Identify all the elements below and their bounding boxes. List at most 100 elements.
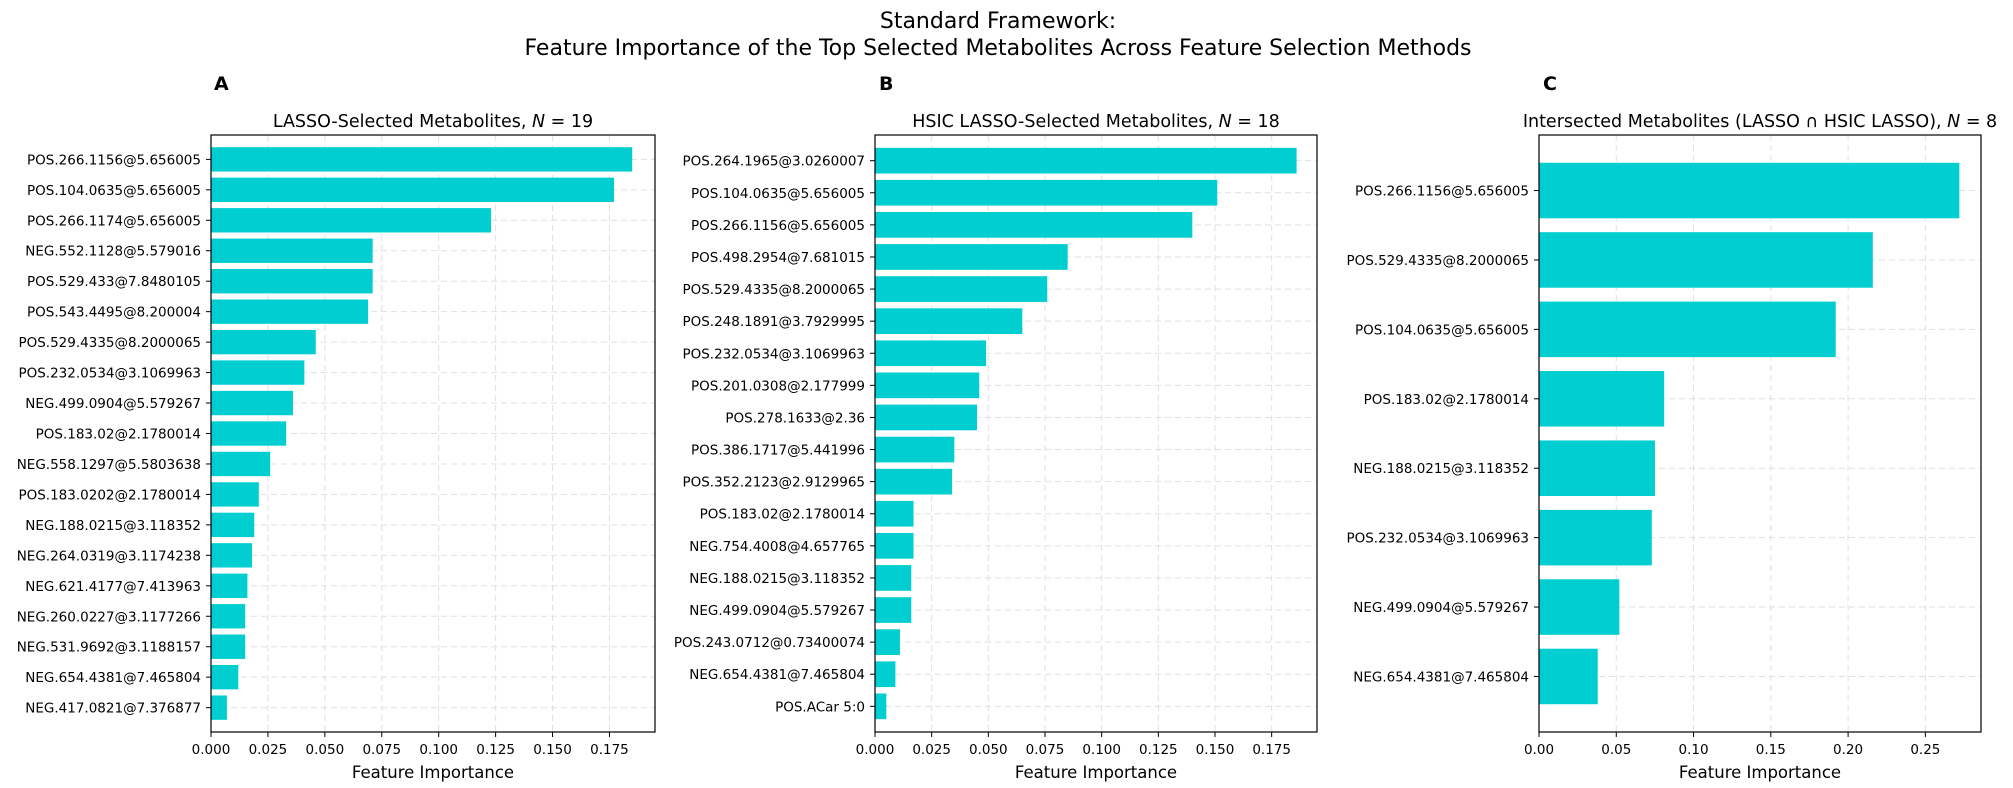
panel-a-ytick-label-16: NEG.531.9692@3.1188157 bbox=[17, 640, 201, 656]
panel-a-bar-13 bbox=[211, 543, 252, 568]
panel-a-ytick-label-3: NEG.552.1128@5.579016 bbox=[25, 244, 201, 260]
panel-a-bar-6 bbox=[211, 329, 316, 355]
panel-b-ytick-label-5: POS.248.1891@3.7929995 bbox=[682, 314, 865, 330]
panel-a-ytick-label-12: NEG.188.0215@3.118352 bbox=[25, 518, 201, 534]
panel-b-title-prefix: HSIC LASSO-Selected Metabolites, bbox=[912, 112, 1218, 132]
panel-a-ytick-label-4: POS.529.433@7.8480105 bbox=[27, 274, 201, 290]
panel-c-xtick-label-2: 0.10 bbox=[1679, 742, 1709, 758]
panel-a-xlabel: Feature Importance bbox=[352, 763, 514, 782]
panel-b-bar-0 bbox=[875, 147, 1297, 174]
panel-b-title-suffix: = 18 bbox=[1232, 112, 1280, 132]
panel-a-letter: A bbox=[214, 73, 229, 95]
panel-a-bar-4 bbox=[211, 269, 373, 294]
figure-title-line2: Feature Importance of the Top Selected M… bbox=[524, 36, 1471, 61]
panel-b-xtick-label-4: 0.100 bbox=[1082, 742, 1121, 758]
panel-b-bar-3 bbox=[875, 244, 1068, 270]
panel-b-letter: B bbox=[879, 73, 893, 95]
panel-a-xtick-label-1: 0.025 bbox=[249, 742, 288, 758]
panel-b-ytick-label-17: POS.ACar 5:0 bbox=[775, 699, 865, 715]
panel-b-ytick-label-4: POS.529.4335@8.2000065 bbox=[682, 282, 865, 298]
panel-b-bar-10 bbox=[875, 468, 953, 495]
panel-c-ytick-label-3: POS.183.02@2.1780014 bbox=[1364, 392, 1529, 408]
panel-c-axes-frame bbox=[1538, 134, 1982, 733]
panel-c-bar-0 bbox=[1539, 162, 1960, 219]
panel-b-xtick-label-6: 0.150 bbox=[1196, 742, 1235, 758]
panel-a-ytick-label-11: POS.183.0202@2.1780014 bbox=[18, 487, 201, 503]
panel-b-ytick-label-2: POS.266.1156@5.656005 bbox=[691, 218, 865, 234]
panel-b-ytick-label-10: POS.352.2123@2.9129965 bbox=[682, 475, 865, 491]
panel-a-ytick-label-13: NEG.264.0319@3.1174238 bbox=[17, 548, 201, 564]
panel-b-ytick-label-1: POS.104.0635@5.656005 bbox=[691, 186, 865, 202]
panel-c-xtick-label-3: 0.15 bbox=[1756, 742, 1786, 758]
panel-a-ytick-label-17: NEG.654.4381@7.465804 bbox=[25, 670, 201, 686]
panel-c-xtick-label-0: 0.00 bbox=[1524, 742, 1554, 758]
panel-a-ytick-label-10: NEG.558.1297@5.5803638 bbox=[17, 457, 201, 473]
panel-b-bar-14 bbox=[875, 597, 912, 623]
panel-a-bar-1 bbox=[211, 177, 615, 203]
panel-b-ytick-label-6: POS.232.0534@3.1069963 bbox=[682, 346, 865, 362]
panel-b-bar-4 bbox=[875, 276, 1048, 302]
panel-c-xtick-label-4: 0.20 bbox=[1833, 742, 1863, 758]
panel-a-xtick-label-4: 0.100 bbox=[419, 742, 458, 758]
panel-a-ytick-label-9: POS.183.02@2.1780014 bbox=[36, 427, 201, 443]
panel-a-ytick-label-15: NEG.260.0227@3.1177266 bbox=[17, 609, 201, 625]
panel-c-ytick-label-6: NEG.499.0904@5.579267 bbox=[1353, 600, 1529, 616]
panel-b-plot: POS.264.1965@3.0260007 POS.104.0635@5.656… bbox=[674, 134, 1318, 758]
panel-a-xtick-label-6: 0.150 bbox=[533, 742, 572, 758]
panel-a-xtick-label-3: 0.075 bbox=[362, 742, 401, 758]
panel-c-ytick-label-1: POS.529.4335@8.2000065 bbox=[1346, 253, 1529, 269]
panel-c-xtick-label-1: 0.05 bbox=[1601, 742, 1631, 758]
panel-b-ytick-label-12: NEG.754.4008@4.657765 bbox=[689, 539, 865, 555]
panel-b-axes-frame bbox=[874, 134, 1318, 733]
panel-a-bar-3 bbox=[211, 238, 373, 263]
panel-c-letter: C bbox=[1543, 73, 1557, 95]
panel-c-title-prefix: Intersected Metabolites (LASSO ∩ HSIC LA… bbox=[1523, 112, 1947, 132]
panel-a-bar-9 bbox=[211, 421, 287, 446]
panel-c-ytick-label-4: NEG.188.0215@3.118352 bbox=[1353, 461, 1529, 477]
panel-a-ytick-label-1: POS.104.0635@5.656005 bbox=[27, 183, 201, 199]
panel-a-ytick-label-7: POS.232.0534@3.1069963 bbox=[18, 366, 201, 382]
panel-a-bar-0 bbox=[211, 147, 633, 172]
panel-a-title-var: N bbox=[532, 112, 545, 132]
panel-b-ytick-label-8: POS.278.1633@2.36 bbox=[725, 410, 865, 426]
panel-a: A LASSO-Selected Metabolites, N = 19 POS… bbox=[17, 73, 656, 782]
panel-c: C Intersected Metabolites (LASSO ∩ HSIC … bbox=[1346, 73, 1997, 782]
panel-b-xtick-label-1: 0.025 bbox=[912, 742, 951, 758]
panel-c-bar-7 bbox=[1539, 648, 1598, 705]
panel-a-bar-12 bbox=[211, 512, 255, 538]
panel-b-xtick-label-3: 0.075 bbox=[1026, 742, 1065, 758]
panel-a-bar-10 bbox=[211, 451, 271, 477]
panel-a-bar-18 bbox=[211, 695, 227, 720]
panel-a-title: LASSO-Selected Metabolites, N = 19 bbox=[273, 112, 593, 132]
panel-c-title-suffix: = 8 bbox=[1960, 112, 1997, 132]
panel-a-xtick-label-0: 0.000 bbox=[192, 742, 231, 758]
panel-b-bar-5 bbox=[875, 308, 1023, 334]
panel-a-ytick-label-5: POS.543.4495@8.200004 bbox=[27, 305, 201, 321]
panel-a-bar-17 bbox=[211, 664, 239, 690]
panel-b-xtick-label-0: 0.000 bbox=[856, 742, 895, 758]
panel-a-xtick-label-5: 0.125 bbox=[476, 742, 515, 758]
panel-b-ytick-label-7: POS.201.0308@2.177999 bbox=[691, 378, 865, 394]
panel-b-bar-1 bbox=[875, 179, 1218, 206]
panel-a-bar-15 bbox=[211, 604, 246, 629]
panel-a-bar-16 bbox=[211, 634, 246, 659]
panel-c-title-var: N bbox=[1947, 112, 1960, 132]
panel-a-ytick-label-18: NEG.417.0821@7.376877 bbox=[25, 701, 201, 717]
panel-b-ytick-label-15: POS.243.0712@0.73400074 bbox=[674, 635, 865, 651]
panel-a-ytick-label-2: POS.266.1174@5.656005 bbox=[27, 213, 201, 229]
panel-a-bar-7 bbox=[211, 360, 305, 385]
panel-a-ytick-label-8: NEG.499.0904@5.579267 bbox=[25, 396, 201, 412]
panel-c-title: Intersected Metabolites (LASSO ∩ HSIC LA… bbox=[1523, 112, 1997, 132]
panel-b-xtick-label-7: 0.175 bbox=[1252, 742, 1291, 758]
panel-c-bar-3 bbox=[1539, 371, 1665, 427]
panel-a-ytick-label-0: POS.266.1156@5.656005 bbox=[27, 152, 201, 168]
panel-c-bar-2 bbox=[1539, 301, 1836, 358]
panel-b-ytick-label-13: NEG.188.0215@3.118352 bbox=[689, 571, 865, 587]
panel-c-bar-4 bbox=[1539, 440, 1655, 496]
panel-a-bar-11 bbox=[211, 482, 259, 507]
panel-b-ytick-label-16: NEG.654.4381@7.465804 bbox=[689, 667, 865, 683]
panel-b-bar-17 bbox=[875, 693, 887, 720]
panel-b-bar-16 bbox=[875, 661, 896, 688]
panel-b-bar-8 bbox=[875, 404, 977, 431]
